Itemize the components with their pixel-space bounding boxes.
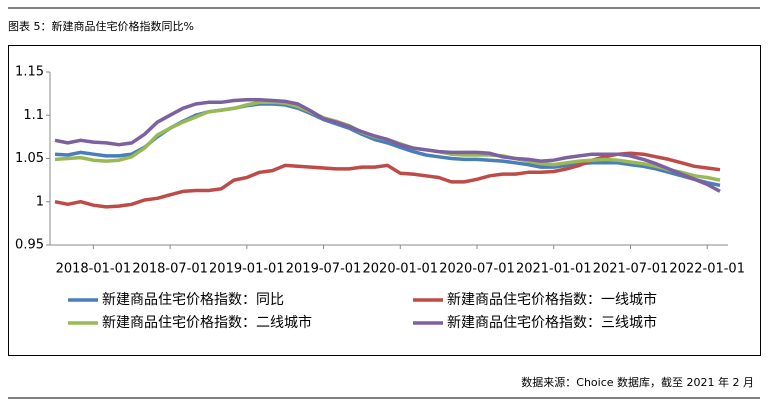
y-tick-label: 1.1 [23,108,44,123]
x-tick-label: 2018-01-01 [56,262,132,277]
chart-frame [8,45,761,356]
x-tick-label: 2018-07-01 [132,262,208,277]
y-tick-label: 0.95 [15,238,44,253]
series-line [54,102,721,188]
x-tick-label: 2019-07-01 [286,262,362,277]
x-tick-label: 2020-07-01 [439,262,515,277]
series-line [54,97,721,193]
legend-label: 新建商品住宅价格指数：二线城市 [102,314,312,331]
y-tick-label: 1 [36,194,44,209]
x-tick-label: 2020-01-01 [363,262,439,277]
chart-title: 图表 5：新建商品住宅价格指数同比% [8,19,194,33]
legend-label: 新建商品住宅价格指数：同比 [102,292,284,308]
x-tick-label: 2022-01-01 [669,262,745,277]
legend-label: 新建商品住宅价格指数：一线城市 [447,291,657,308]
x-tick-label: 2021-07-01 [593,262,669,277]
legend-label: 新建商品住宅价格指数：三线城市 [447,314,657,331]
y-tick-label: 1.05 [15,151,44,166]
y-tick-label: 1.15 [15,65,44,80]
source-note: 数据来源：Choice 数据库，截至 2021 年 2 月 [521,375,754,389]
x-tick-label: 2021-01-01 [516,262,592,277]
x-tick-label: 2019-01-01 [209,262,285,277]
